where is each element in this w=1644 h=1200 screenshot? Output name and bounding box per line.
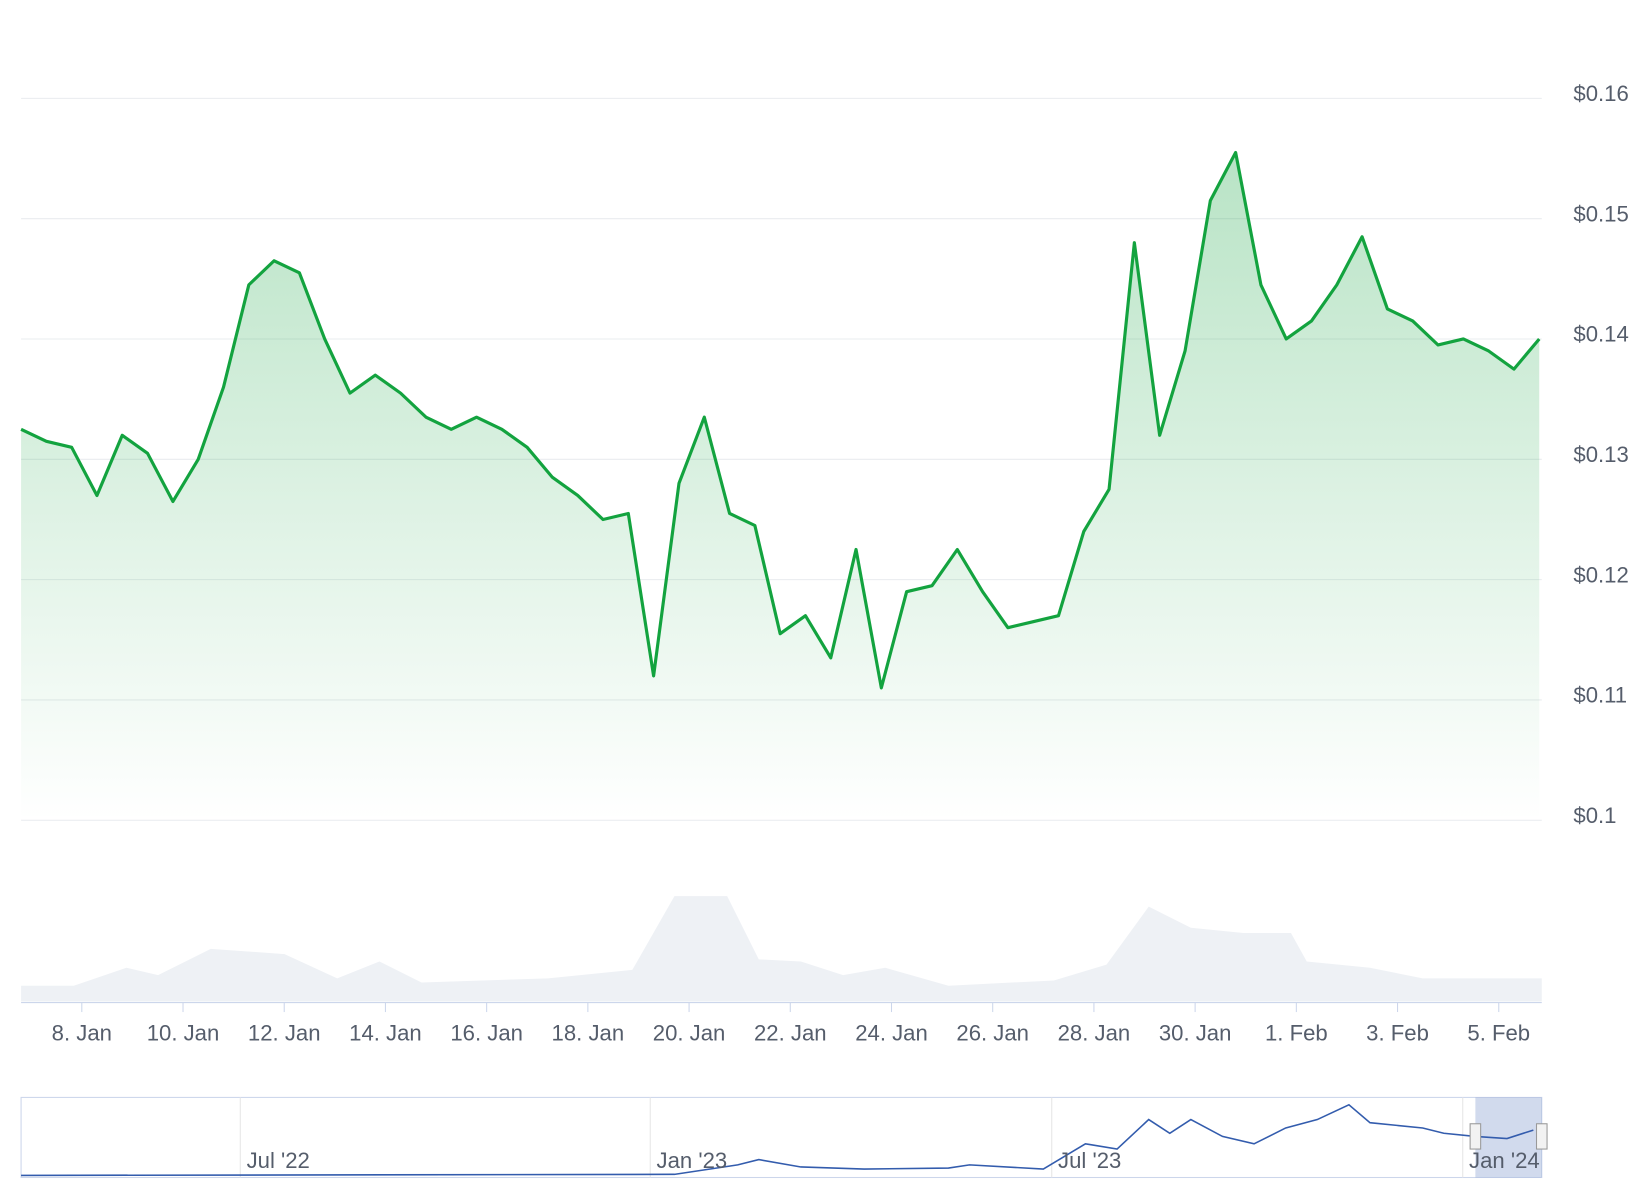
area-fill	[21, 152, 1540, 821]
navigator: Jul '22 Jan '23 Jul '23 Jan '24	[20, 1096, 1548, 1179]
volume	[21, 896, 1542, 1002]
navigator-handle[interactable]	[1469, 1123, 1482, 1150]
x-tick-label: 12. Jan	[248, 1021, 321, 1046]
y-tick-label: $0.14	[1573, 322, 1628, 347]
y-tick-label: $0.11	[1573, 683, 1627, 708]
x-tick-label: 28. Jan	[1058, 1021, 1131, 1046]
navigator-label: Jan '24	[1469, 1148, 1540, 1173]
navigator-label: Jul '23	[1058, 1148, 1121, 1173]
x-tick-label: 5. Feb	[1467, 1021, 1530, 1046]
y-tick-label: $0.15	[1573, 201, 1628, 226]
x-tick-label: 14. Jan	[349, 1021, 422, 1046]
x-tick-label: 1. Feb	[1265, 1021, 1328, 1046]
x-tick-label: 20. Jan	[653, 1021, 726, 1046]
x-tick-label: 30. Jan	[1159, 1021, 1232, 1046]
navigator-label: Jan '23	[657, 1148, 728, 1173]
y-tick-label: $0.1	[1573, 803, 1616, 828]
price-line	[20, 150, 1541, 690]
x-tick-label: 16. Jan	[450, 1021, 523, 1046]
x-tick-label: 10. Jan	[147, 1021, 220, 1046]
navigator-line	[21, 1103, 1534, 1177]
y-tick-label: $0.13	[1573, 442, 1628, 467]
x-tick-label: 26. Jan	[956, 1021, 1029, 1046]
y-tick-label: $0.16	[1573, 81, 1628, 106]
x-tick-label: 8. Jan	[52, 1021, 112, 1046]
x-tick-label: 22. Jan	[754, 1021, 827, 1046]
y-tick-label: $0.12	[1573, 562, 1628, 587]
x-tick-label: 3. Feb	[1366, 1021, 1429, 1046]
x-tick-label: 18. Jan	[552, 1021, 625, 1046]
x-tick-label: 24. Jan	[855, 1021, 928, 1046]
navigator-label: Jul '22	[247, 1148, 310, 1173]
navigator-handle[interactable]	[1535, 1123, 1548, 1150]
